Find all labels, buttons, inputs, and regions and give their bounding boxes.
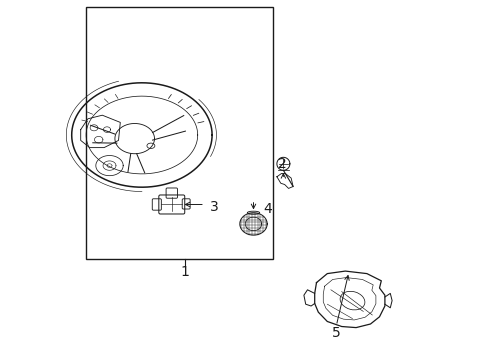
Bar	[86, 7, 273, 259]
Text: 2: 2	[277, 157, 286, 171]
Text: 1: 1	[180, 265, 189, 279]
Text: 4: 4	[263, 202, 272, 216]
Text: 5: 5	[331, 326, 340, 340]
Text: 3: 3	[209, 200, 218, 214]
